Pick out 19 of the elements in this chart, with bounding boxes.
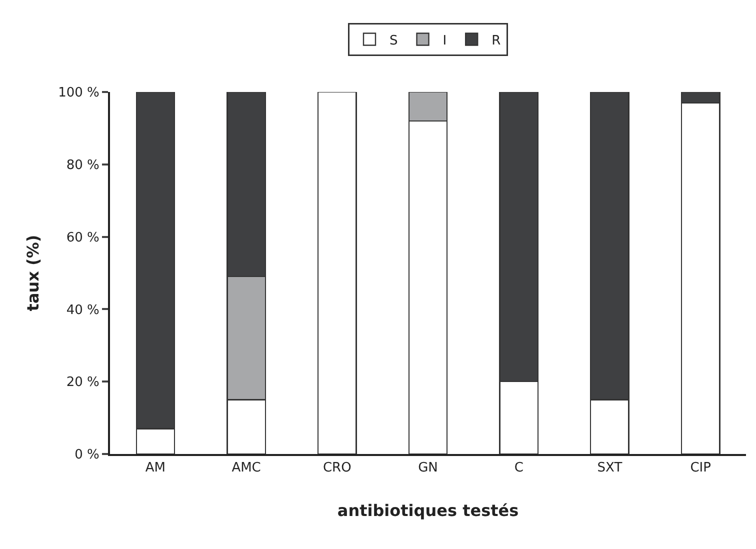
x-tick-label: CIP — [690, 460, 712, 476]
x-tick-label: CRO — [322, 460, 352, 476]
y-tick-label: 20 % — [66, 375, 100, 390]
legend-label: S — [390, 33, 398, 48]
y-axis-title: taux (%) — [23, 234, 42, 312]
x-tick-label: GN — [418, 460, 438, 476]
y-tick-label: 100 % — [58, 86, 100, 101]
x-tick-label: SXT — [597, 460, 622, 476]
x-tick-label: AM — [145, 460, 166, 476]
legend-label: R — [492, 33, 501, 48]
x-tick-label: C — [514, 460, 524, 476]
y-tick-label: 80 % — [66, 158, 100, 173]
y-tick-label: 0 % — [74, 448, 100, 463]
bar — [317, 92, 357, 454]
x-tick-label: AMC — [232, 460, 261, 476]
y-tick-label: 60 % — [66, 230, 100, 246]
legend-label: I — [442, 33, 447, 48]
y-tick-label: 40 % — [66, 302, 100, 318]
x-axis-title: antibiotiques testés — [337, 500, 519, 520]
